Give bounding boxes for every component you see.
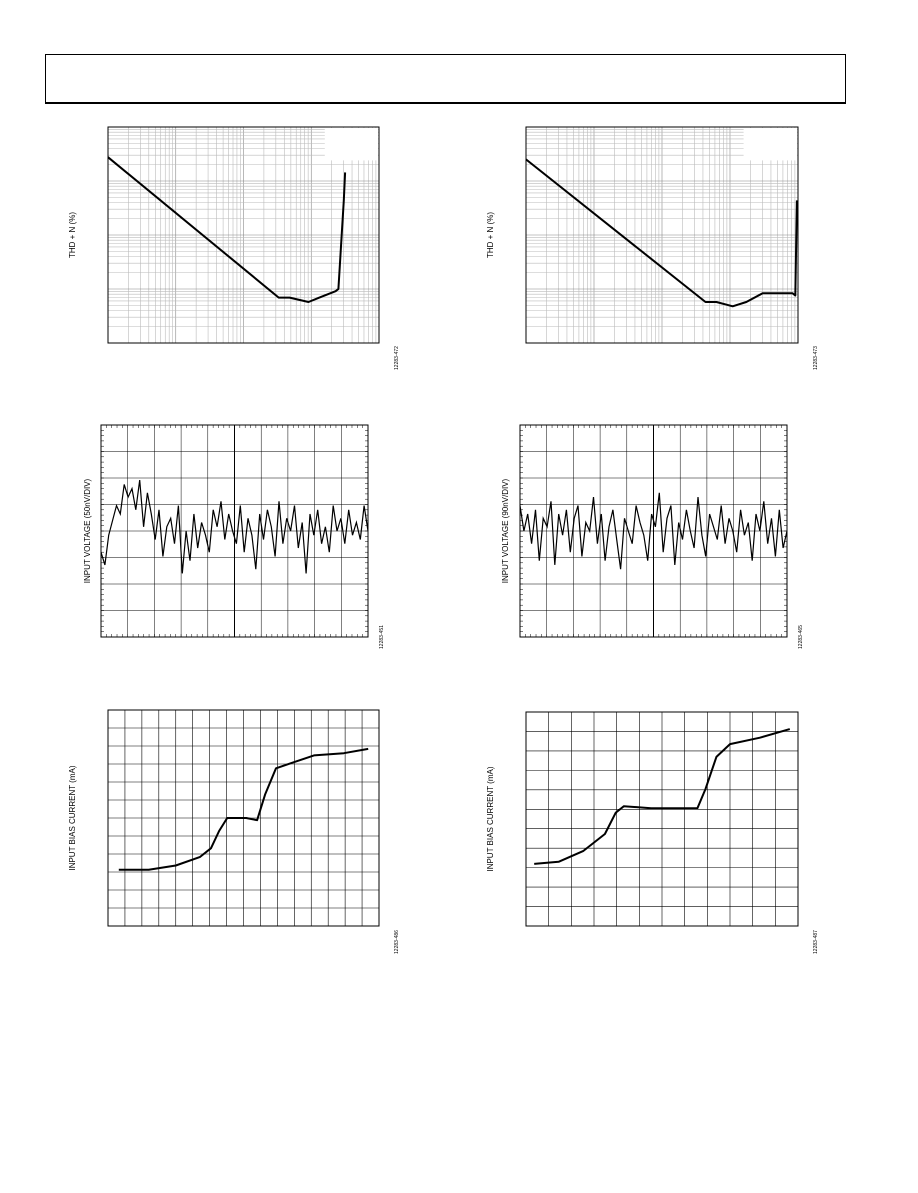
chart: INPUT VOLTAGE (50nV/DIV) 12283-451 [83,424,385,649]
figure-id: 12283-486 [394,930,400,954]
legend-area [324,128,378,161]
legend-area [743,128,797,161]
curve [107,156,347,303]
figure-id: 12283-451 [379,625,385,649]
chart: INPUT BIAS CURRENT (mA) 12283-487 [486,711,819,954]
figure-id: 12283-487 [813,930,819,954]
chart: THD + N (%) 12283-472 [68,126,400,370]
plot-frame [525,126,799,344]
curve [525,158,798,308]
curve [118,747,369,871]
plot-frame [107,126,380,344]
header-box [45,54,846,103]
chart: INPUT VOLTAGE (90nV/DIV) 12283-465 [501,424,804,649]
figure-id: 12283-472 [394,346,400,370]
y-axis-label: INPUT VOLTAGE (90nV/DIV) [501,478,510,583]
chart: THD + N (%) 12283-473 [486,126,819,370]
y-axis-label: INPUT BIAS CURRENT (mA) [486,766,495,871]
y-axis-label: THD + N (%) [68,212,77,258]
noise-trace [519,492,788,570]
y-axis-label: THD + N (%) [486,212,495,258]
plot-frame [525,711,799,927]
noise-trace [100,480,369,574]
figure-id: 12283-473 [813,346,819,370]
chart: INPUT BIAS CURRENT (mA) 12283-486 [68,709,400,954]
plot-frame [107,709,380,927]
y-axis-label: INPUT VOLTAGE (50nV/DIV) [83,478,92,583]
y-axis-label: INPUT BIAS CURRENT (mA) [68,765,77,870]
figure-id: 12283-465 [798,625,804,649]
curve [534,728,791,865]
